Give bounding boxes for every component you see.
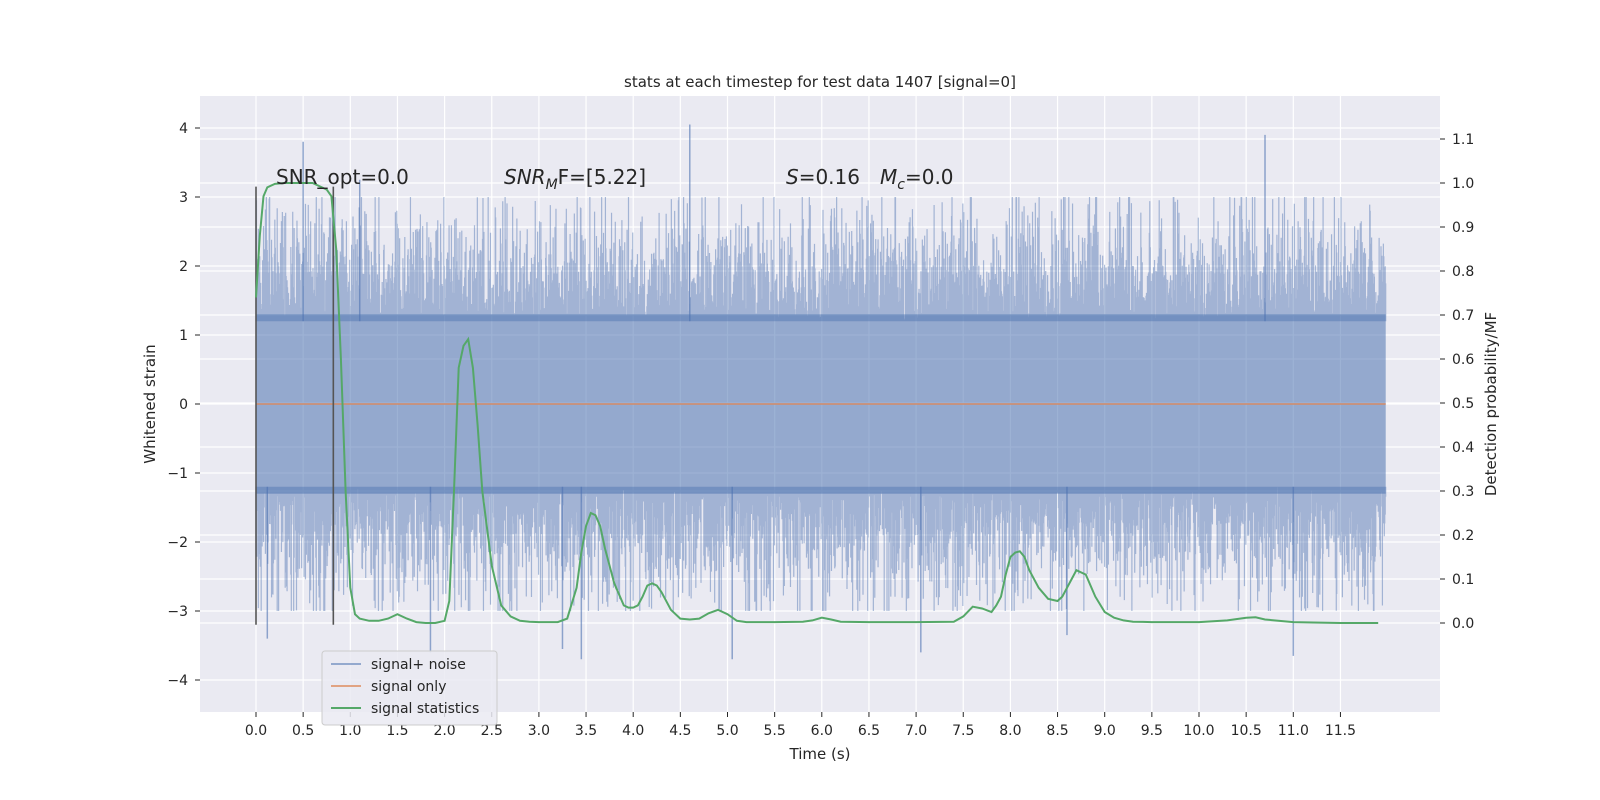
x-axis-ticks: 0.0 0.5 1.0 1.5 2.0 2.5 3.0 3.5 4.0 4.5 5.0 5.5 6.0 6… xyxy=(245,712,1356,739)
x-axis-label: Time (s) xyxy=(789,745,851,763)
series-signal-noise xyxy=(255,124,1387,660)
x-tick-label: 3.5 xyxy=(575,723,597,739)
y-right-tick-label: 0.1 xyxy=(1452,572,1474,588)
x-tick-label: 4.5 xyxy=(669,723,691,739)
y-right-tick-label: 1.1 xyxy=(1452,132,1474,148)
x-tick-label: 2.5 xyxy=(481,723,503,739)
x-tick-label: 9.0 xyxy=(1094,723,1116,739)
y-right-tick-label: 0.5 xyxy=(1452,396,1474,412)
y-right-tick-label: 0.8 xyxy=(1452,264,1474,280)
x-tick-label: 1.0 xyxy=(339,723,361,739)
y-left-tick-label: −4 xyxy=(167,673,188,689)
y-left-tick-label: 1 xyxy=(179,328,188,344)
x-tick-label: 8.5 xyxy=(1046,723,1068,739)
y-left-axis-ticks: −4 −3 −2 −1 0 1 2 3 4 xyxy=(167,121,200,689)
x-tick-label: 3.0 xyxy=(528,723,550,739)
x-tick-label: 2.0 xyxy=(433,723,455,739)
y-right-tick-label: 0.4 xyxy=(1452,440,1474,456)
x-tick-label: 0.0 xyxy=(245,723,267,739)
x-tick-label: 5.5 xyxy=(764,723,786,739)
legend-label-signal-noise: signal+ noise xyxy=(371,657,466,673)
chart-title: stats at each timestep for test data 140… xyxy=(624,73,1016,91)
x-tick-label: 6.5 xyxy=(858,723,880,739)
x-tick-label: 6.0 xyxy=(811,723,833,739)
y-left-tick-label: −2 xyxy=(167,535,188,551)
x-tick-label: 5.0 xyxy=(716,723,738,739)
y-right-axis-ticks: 0.0 0.1 0.2 0.3 0.4 0.5 0.6 0.7 0.8 0.9 1.0 1.1 xyxy=(1440,132,1474,632)
y-right-tick-label: 1.0 xyxy=(1452,176,1474,192)
x-tick-label: 10.0 xyxy=(1183,723,1214,739)
annotation-mc: Mc=0.0 xyxy=(880,165,954,193)
annotation-snr-opt: SNR_opt=0.0 xyxy=(276,165,409,189)
legend-label-signal-statistics: signal statistics xyxy=(371,701,479,717)
x-tick-label: 0.5 xyxy=(292,723,314,739)
y-right-tick-label: 0.6 xyxy=(1452,352,1474,368)
legend: signal+ noise signal only signal statist… xyxy=(321,650,498,726)
y-left-tick-label: −1 xyxy=(167,466,188,482)
x-tick-label: 7.0 xyxy=(905,723,927,739)
x-tick-label: 11.0 xyxy=(1278,723,1309,739)
y-right-tick-label: 0.2 xyxy=(1452,528,1474,544)
y-left-tick-label: 4 xyxy=(179,121,188,137)
x-tick-label: 1.5 xyxy=(386,723,408,739)
x-tick-label: 10.5 xyxy=(1231,723,1262,739)
legend-frame xyxy=(321,650,498,726)
y-right-tick-label: 0.9 xyxy=(1452,220,1474,236)
y-left-tick-label: −3 xyxy=(167,604,188,620)
y-left-axis-label: Whitened strain xyxy=(141,344,159,463)
y-right-tick-label: 0.3 xyxy=(1452,484,1474,500)
y-left-tick-label: 0 xyxy=(179,397,188,413)
x-tick-label: 7.5 xyxy=(952,723,974,739)
y-left-tick-label: 3 xyxy=(179,190,188,206)
annotation-snr-mf: SNRMF=[5.22] xyxy=(504,165,646,193)
y-right-tick-label: 0.7 xyxy=(1452,308,1474,324)
x-tick-label: 9.5 xyxy=(1141,723,1163,739)
x-tick-label: 11.5 xyxy=(1325,723,1356,739)
x-tick-label: 8.0 xyxy=(999,723,1021,739)
y-left-tick-label: 2 xyxy=(179,259,188,275)
x-tick-label: 4.0 xyxy=(622,723,644,739)
y-right-axis-label: Detection probability/MF xyxy=(1482,312,1500,496)
legend-label-signal-only: signal only xyxy=(371,679,446,695)
event-markers xyxy=(255,186,335,625)
annotation-s: S=0.16 xyxy=(786,165,860,189)
y-right-tick-label: 0.0 xyxy=(1452,616,1474,632)
series-signal-statistics xyxy=(255,182,1379,624)
